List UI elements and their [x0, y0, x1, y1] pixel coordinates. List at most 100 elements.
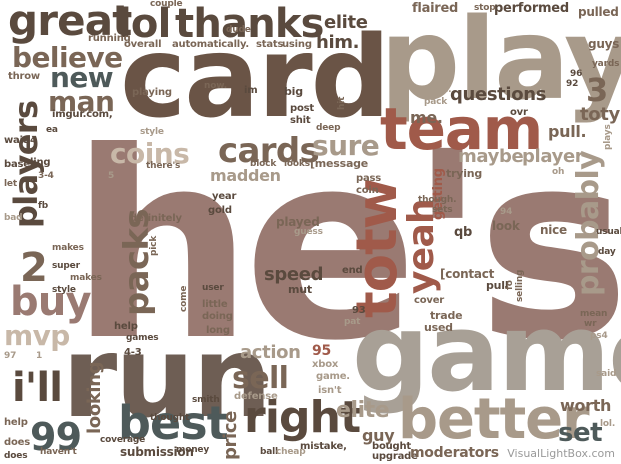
word-plays: time. [426, 85, 452, 95]
word-used: used [424, 321, 453, 334]
word-does: does [4, 437, 30, 448]
word-shit: shit [290, 115, 311, 126]
word-hit: 96 [570, 69, 583, 79]
word-96: 4 [30, 135, 37, 146]
word-selling: selling [515, 269, 525, 302]
word-sets: sets [432, 205, 453, 215]
word-look: look [492, 219, 520, 233]
word-fb: makes [70, 273, 102, 283]
word-nice: nice [540, 223, 567, 237]
word-played: played [276, 215, 320, 229]
word-super: style [140, 127, 164, 137]
word-xbox: xbox [312, 359, 339, 370]
word-block: there's [146, 161, 181, 171]
word-run: run [62, 313, 272, 443]
word-gonna: wr [584, 319, 597, 329]
word-questions: questions [450, 84, 547, 105]
word-message: [message [310, 157, 369, 170]
word-elite: elite [324, 12, 368, 33]
word-big: big [284, 85, 303, 98]
word-looks: block [250, 159, 277, 169]
word-play: play [380, 0, 621, 125]
word-imgur: imgur.com, [52, 109, 113, 120]
word-coverage: haven't [40, 447, 77, 457]
word-probably: probably [571, 150, 606, 296]
word-bad: super [52, 261, 80, 271]
word-pack: yards [592, 59, 620, 69]
word-ovr: hit [337, 96, 347, 110]
word-gold: definitely [130, 213, 182, 224]
word-new: new [50, 61, 114, 94]
word-mean: 94 [500, 207, 513, 217]
word-makes: style [52, 285, 76, 295]
word-ill: i'll [12, 365, 63, 411]
word-guess: guess [294, 227, 323, 237]
word-worth: worth [560, 396, 612, 415]
word-ball: ball [260, 447, 278, 457]
word-packs: packs [117, 209, 157, 316]
word-99: 99 [30, 415, 82, 459]
word-power: ps4 [590, 331, 608, 341]
word-94: ovr [510, 107, 528, 118]
word-game: game [352, 291, 621, 416]
word-guy: guy [362, 426, 395, 445]
word-pull: pull. [548, 122, 587, 141]
word-throw: throw [8, 71, 40, 82]
word-oh: pack [424, 97, 448, 107]
word-playing: playing [132, 87, 172, 98]
word-sure: sure [312, 129, 380, 162]
word-come: user [202, 283, 224, 293]
word-user: little [202, 299, 228, 310]
word-mut: mut [288, 283, 312, 296]
word-man: man [48, 85, 115, 118]
word-style: 5 [108, 171, 115, 181]
word-elite2: elite [336, 398, 390, 423]
word-4: base [4, 159, 30, 170]
word-lol-dot: lol. [600, 419, 616, 429]
word-coin: coin [356, 185, 379, 196]
word-day: oh [552, 167, 565, 177]
word-definitely: come [179, 285, 189, 312]
word-wr: usually [596, 227, 621, 237]
word-flaired: flaired [412, 1, 459, 16]
word-better: better [398, 387, 590, 452]
word-ea: ling [30, 157, 51, 168]
word-thought: money [176, 445, 210, 455]
credit-text: VisualLightBox.com [507, 447, 615, 460]
word-maybe: maybe [458, 146, 524, 167]
word-stats: stats [256, 39, 284, 50]
word-year: gold [208, 205, 232, 216]
word-me: me. [410, 108, 443, 127]
word-able: 1 [36, 351, 43, 361]
word-performed: performed [494, 1, 569, 16]
word-now: now. [204, 81, 228, 91]
word-93: 93 [352, 305, 366, 316]
word-upgrade: upgrade [372, 451, 418, 462]
word-end: end [342, 265, 363, 276]
word-pick: year [212, 191, 237, 202]
word-set: set [558, 418, 603, 448]
word-usually: plays [603, 124, 613, 150]
word-pass: pass [356, 173, 382, 184]
word-money: coverage [100, 435, 146, 445]
word-went: 97 [4, 351, 17, 361]
word-speed: speed [264, 264, 324, 285]
word-wait: 3-4 [38, 171, 54, 181]
word-trying: trying [446, 167, 483, 180]
word-ps4: day [598, 247, 616, 257]
word-looking: looking [84, 361, 105, 434]
word-coins: coins [110, 137, 190, 170]
word-right: right [244, 392, 361, 443]
word-said: said [596, 369, 617, 379]
word-trade: trade [430, 309, 463, 322]
word-moderators: moderators [410, 445, 499, 461]
word-92: wait [4, 135, 28, 146]
word-2: 2 [20, 245, 48, 291]
word-sold: mean [580, 309, 608, 319]
word-guys: guys [588, 37, 620, 51]
word-ling: let [4, 179, 17, 189]
word-price: price [220, 410, 241, 460]
word-bought: bought [372, 441, 412, 452]
word-overall: overall [124, 39, 162, 50]
